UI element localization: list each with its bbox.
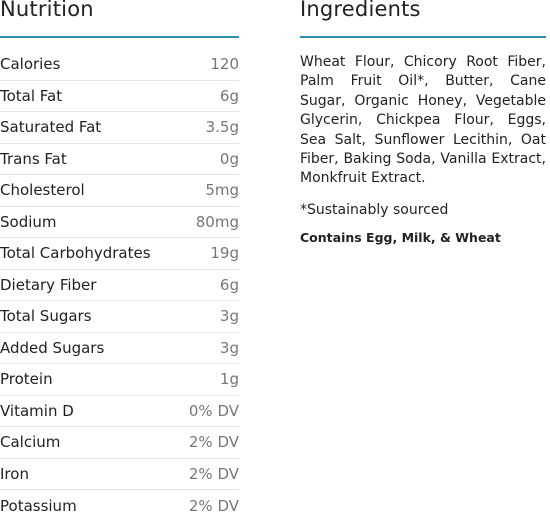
nutrient-value: 120	[210, 55, 239, 74]
nutrition-row-total-fat: Total Fat 6g	[0, 81, 239, 112]
nutrition-row-protein: Protein 1g	[0, 364, 239, 396]
nutrient-value: 2% DV	[188, 433, 239, 452]
nutrient-name: Sodium	[0, 212, 57, 231]
nutrition-row-iron: Iron 2% DV	[0, 459, 239, 490]
nutrient-value: 3g	[219, 338, 239, 357]
nutrient-name: Vitamin D	[0, 401, 74, 420]
nutrient-value: 6g	[219, 275, 239, 294]
nutrition-row-vitamin-d: Vitamin D 0% DV	[0, 396, 239, 427]
nutrient-value: 0% DV	[188, 401, 239, 420]
nutrition-row-saturated-fat: Saturated Fat 3.5g	[0, 112, 239, 144]
nutrient-value: 0g	[219, 149, 239, 168]
nutrient-name: Total Sugars	[0, 307, 92, 326]
nutrition-heading: Nutrition	[0, 0, 94, 21]
nutrition-row-dietary-fiber: Dietary Fiber 6g	[0, 270, 239, 301]
nutrient-name: Protein	[0, 370, 53, 389]
nutrient-value: 6g	[219, 86, 239, 105]
nutrient-name: Potassium	[0, 496, 77, 515]
nutrition-row-total-carbohydrates: Total Carbohydrates 19g	[0, 238, 239, 270]
nutrient-name: Calcium	[0, 433, 61, 452]
nutrient-name: Calories	[0, 55, 61, 74]
nutrient-name: Saturated Fat	[0, 118, 102, 137]
nutrient-value: 5mg	[205, 181, 239, 200]
nutrient-value: 2% DV	[188, 464, 239, 483]
nutrition-row-cholesterol: Cholesterol 5mg	[0, 175, 239, 207]
nutrition-row-trans-fat: Trans Fat 0g	[0, 144, 239, 175]
nutrient-name: Total Carbohydrates	[0, 244, 151, 263]
ingredients-heading-underline	[300, 36, 546, 38]
nutrition-row-calcium: Calcium 2% DV	[0, 427, 239, 459]
ingredients-heading: Ingredients	[300, 0, 421, 21]
nutrient-name: Total Fat	[0, 86, 63, 105]
nutrient-value: 1g	[219, 370, 239, 389]
nutrient-value: 19g	[210, 244, 239, 263]
nutrient-value: 80mg	[195, 212, 239, 231]
nutrition-row-sodium: Sodium 80mg	[0, 207, 239, 238]
sustainably-sourced-note: *Sustainably sourced	[300, 202, 449, 218]
nutrient-value: 3.5g	[205, 118, 239, 137]
nutrition-row-total-sugars: Total Sugars 3g	[0, 301, 239, 333]
nutrition-row-added-sugars: Added Sugars 3g	[0, 333, 239, 364]
allergen-statement: Contains Egg, Milk, & Wheat	[300, 230, 501, 245]
nutrition-heading-underline	[0, 36, 239, 38]
ingredients-list: Wheat Flour, Chicory Root Fiber, Palm Fr…	[300, 54, 546, 187]
nutrition-row-calories: Calories 120	[0, 49, 239, 81]
nutrient-value: 2% DV	[188, 496, 239, 515]
nutrition-row-potassium: Potassium 2% DV	[0, 490, 239, 515]
nutrient-name: Dietary Fiber	[0, 275, 97, 294]
nutrient-name: Cholesterol	[0, 181, 85, 200]
nutrition-table: Calories 120 Total Fat 6g Saturated Fat …	[0, 49, 239, 515]
nutrient-name: Iron	[0, 464, 29, 483]
nutrient-name: Trans Fat	[0, 149, 67, 168]
nutrient-value: 3g	[219, 307, 239, 326]
nutrient-name: Added Sugars	[0, 338, 105, 357]
